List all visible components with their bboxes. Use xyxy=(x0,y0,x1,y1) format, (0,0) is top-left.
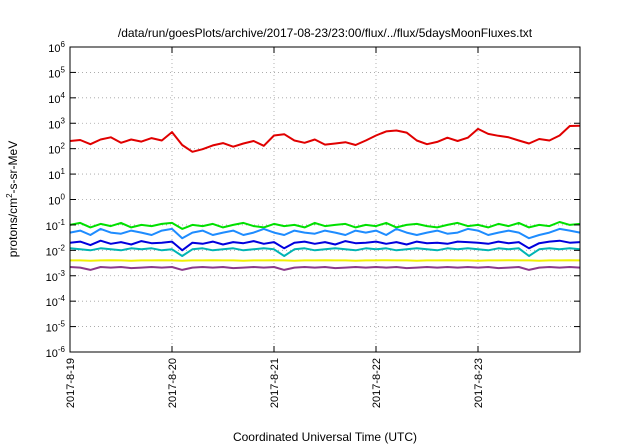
y-tick-base: 10 xyxy=(48,68,60,80)
grid-lines xyxy=(69,47,580,352)
x-tick-label: 2017-8-22 xyxy=(371,358,383,408)
y-tick-exponent: -1 xyxy=(58,218,66,227)
x-tick-label: 2017-8-23 xyxy=(473,358,485,408)
y-tick-label: 10-4 xyxy=(46,294,66,309)
y-tick-label: 103 xyxy=(48,116,65,131)
y-tick-exponent: 3 xyxy=(61,116,66,125)
y-tick-exponent: 2 xyxy=(61,142,66,151)
y-tick-base: 10 xyxy=(48,43,60,55)
y-tick-label: 10-3 xyxy=(46,269,66,284)
y-axis-label-pre: protons/cm xyxy=(6,198,20,257)
y-tick-label: 104 xyxy=(48,91,65,106)
x-tick-labels: 2017-8-19 2017-8-20 2017-8-21 2017-8-22 2017… xyxy=(65,358,485,408)
x-tick-label: 2017-8-21 xyxy=(269,358,281,408)
y-tick-base: 10 xyxy=(46,297,58,309)
y-tick-base: 10 xyxy=(46,246,58,258)
y-tick-exponent: -3 xyxy=(58,269,66,278)
y-tick-exponent: -6 xyxy=(58,345,66,354)
y-tick-base: 10 xyxy=(48,119,60,131)
y-tick-exponent: 1 xyxy=(61,167,66,176)
y-tick-label: 10-1 xyxy=(46,218,66,233)
y-axis-label: protons/cm2-s-sr-MeV xyxy=(5,141,20,257)
chart-title: /data/run/goesPlots/archive/2017-08-23/2… xyxy=(118,26,533,40)
y-tick-label: 100 xyxy=(48,193,65,208)
y-tick-base: 10 xyxy=(48,170,60,182)
y-tick-base: 10 xyxy=(48,145,60,157)
series-line-2 xyxy=(69,221,581,230)
tick-marks xyxy=(69,46,580,353)
y-tick-label: 105 xyxy=(48,65,65,80)
y-tick-label: 102 xyxy=(48,142,65,157)
y-tick-exponent: -5 xyxy=(58,320,66,329)
y-tick-labels: 10-610-510-410-310-210-11001011021031041… xyxy=(46,40,66,360)
y-tick-exponent: -4 xyxy=(58,294,66,303)
y-tick-label: 10-2 xyxy=(46,243,66,258)
y-tick-base: 10 xyxy=(48,94,60,106)
series-line-3 xyxy=(69,227,581,240)
y-tick-exponent: -2 xyxy=(58,243,66,252)
x-axis-label: Coordinated Universal Time (UTC) xyxy=(233,430,417,444)
series-group xyxy=(69,124,581,271)
y-tick-exponent: 4 xyxy=(61,91,66,100)
series-line-6 xyxy=(70,259,581,262)
y-tick-base: 10 xyxy=(46,272,58,284)
y-tick-base: 10 xyxy=(46,221,58,233)
series-line-4 xyxy=(69,247,581,257)
x-tick-label: 2017-8-20 xyxy=(167,358,179,408)
series-line-5 xyxy=(69,239,581,252)
y-tick-base: 10 xyxy=(46,348,58,360)
y-tick-label: 10-6 xyxy=(46,345,66,360)
x-tick-label: 2017-8-19 xyxy=(65,358,77,408)
y-axis-label-post: -s-sr-MeV xyxy=(6,141,20,194)
y-tick-exponent: 5 xyxy=(61,65,66,74)
y-tick-label: 10-5 xyxy=(46,320,66,335)
y-tick-base: 10 xyxy=(48,196,60,208)
y-tick-label: 106 xyxy=(48,40,65,55)
y-tick-exponent: 6 xyxy=(61,40,66,49)
series-line-7 xyxy=(69,266,581,271)
series-line-1 xyxy=(69,124,581,153)
y-tick-base: 10 xyxy=(46,323,58,335)
y-tick-exponent: 0 xyxy=(61,193,66,202)
y-tick-label: 101 xyxy=(48,167,65,182)
y-axis-label-sup: 2 xyxy=(5,193,14,198)
